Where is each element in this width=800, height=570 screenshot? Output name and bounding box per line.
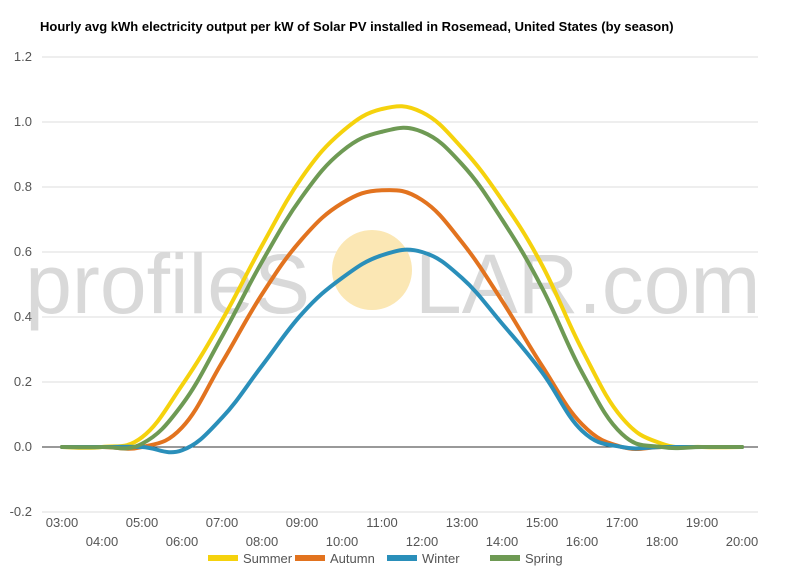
watermark-text-left: profileS (25, 237, 310, 331)
x-tick-label: 06:00 (166, 534, 199, 549)
x-tick-label: 04:00 (86, 534, 119, 549)
x-tick-label: 19:00 (686, 515, 719, 530)
watermark-sun (332, 230, 412, 310)
y-tick-label: 0.0 (14, 439, 32, 454)
x-tick-label: 11:00 (366, 515, 398, 530)
y-tick-label: -0.2 (10, 504, 32, 519)
x-tick-label: 17:00 (606, 515, 639, 530)
legend-item-summer[interactable]: Summer (208, 551, 293, 566)
legend-swatch (208, 555, 238, 561)
watermark-text-right: LAR.com (415, 237, 760, 331)
x-tick-label: 09:00 (286, 515, 319, 530)
legend-label: Winter (422, 551, 460, 566)
y-tick-label: 0.2 (14, 374, 32, 389)
x-tick-label: 15:00 (526, 515, 559, 530)
x-tick-label: 16:00 (566, 534, 599, 549)
y-tick-label: 1.0 (14, 114, 32, 129)
x-tick-label: 18:00 (646, 534, 679, 549)
x-tick-label: 03:00 (46, 515, 79, 530)
x-tick-label: 13:00 (446, 515, 479, 530)
x-tick-label: 20:00 (726, 534, 759, 549)
x-tick-label: 10:00 (326, 534, 359, 549)
legend: Summer Autumn Winter Spring (208, 551, 563, 566)
x-tick-label: 08:00 (246, 534, 279, 549)
series-line-spring (60, 125, 744, 451)
x-tick-label: 12:00 (406, 534, 439, 549)
series-lines (60, 104, 744, 455)
y-tick-label: 0.4 (14, 309, 32, 324)
legend-label: Spring (525, 551, 563, 566)
legend-swatch (295, 555, 325, 561)
y-tick-label: 0.8 (14, 179, 32, 194)
legend-item-spring[interactable]: Spring (490, 551, 563, 566)
series-line-winter (60, 247, 744, 455)
legend-item-winter[interactable]: Winter (387, 551, 460, 566)
legend-swatch (490, 555, 520, 561)
x-tick-label: 05:00 (126, 515, 159, 530)
legend-label: Summer (243, 551, 293, 566)
legend-swatch (387, 555, 417, 561)
y-tick-label: 1.2 (14, 49, 32, 64)
y-tick-label: 0.6 (14, 244, 32, 259)
series-line-summer (60, 104, 744, 450)
watermark: profileS LAR.com (25, 230, 760, 331)
chart-title: Hourly avg kWh electricity output per kW… (40, 19, 674, 34)
x-tick-label: 14:00 (486, 534, 519, 549)
x-tick-label: 07:00 (206, 515, 239, 530)
legend-item-autumn[interactable]: Autumn (295, 551, 375, 566)
legend-label: Autumn (330, 551, 375, 566)
